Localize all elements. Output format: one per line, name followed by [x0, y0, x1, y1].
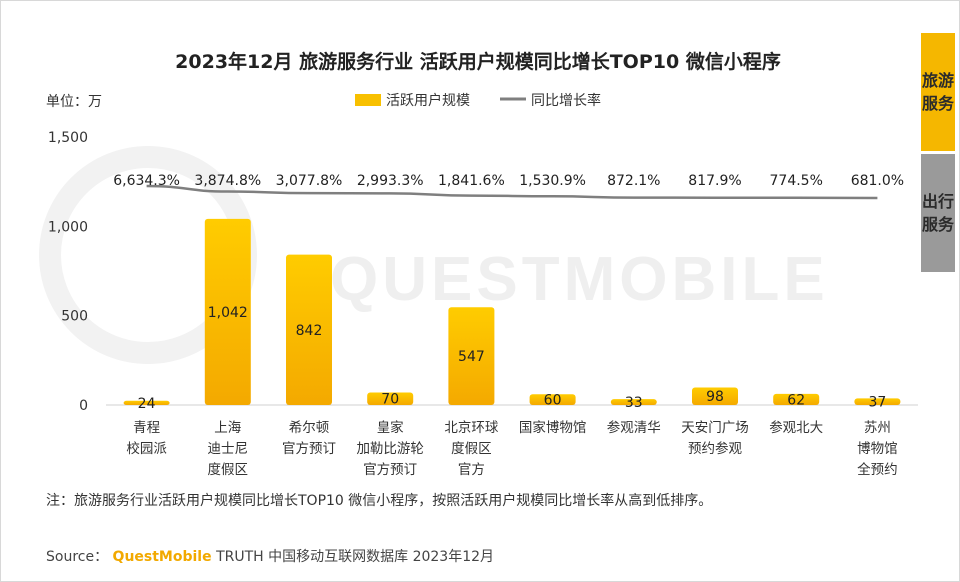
bar [692, 387, 738, 405]
bar-value-label: 37 [868, 395, 886, 411]
x-axis-labels: 青程校园派上海迪士尼度假区希尔顿官方预订皇家加勒比游轮官方预订北京环球度假区官方… [126, 419, 897, 478]
bar-value-label: 62 [787, 392, 805, 408]
y-tick-label: 1,500 [48, 130, 88, 146]
y-axis: 1,500 1,000 500 0 [48, 130, 88, 414]
bar [773, 393, 820, 405]
bar [529, 394, 576, 405]
bar [854, 398, 901, 405]
y-tick-label: 1,000 [48, 219, 88, 235]
x-tick-label: 天安门广场 [681, 420, 749, 436]
growth-value-label: 1,841.6% [438, 173, 505, 189]
legend: 活跃用户规模 同比增长率 [355, 92, 601, 109]
x-tick-label: 参观北大 [769, 419, 823, 436]
growth-value-label: 3,874.8% [194, 173, 261, 189]
growth-series: 6,634.3% 3,874.8% 3,077.8% 2,993.3% 1,841.6%… [113, 173, 904, 200]
x-tick-label: 度假区 [208, 462, 249, 478]
bars: 24 1,042 842 70 547 60 33 98 62 37 [123, 218, 901, 412]
bar-value-label: 842 [296, 323, 323, 339]
bar-value-label: 60 [544, 393, 562, 409]
y-tick-label: 0 [79, 398, 88, 414]
x-tick-label: 全预约 [857, 461, 898, 478]
tab-transport-services[interactable]: 出行服务 [921, 154, 955, 272]
legend-bar-label: 活跃用户规模 [386, 92, 470, 109]
source-prefix: Source： [46, 549, 109, 565]
growth-value-label: 774.5% [770, 173, 823, 189]
growth-value-label: 1,530.9% [519, 173, 586, 189]
x-tick-label: 苏州 [864, 420, 891, 436]
x-tick-label: 国家博物馆 [519, 419, 587, 436]
tab-travel-services[interactable]: 旅游服务 [921, 33, 955, 151]
bar [204, 218, 251, 405]
x-tick-label: 校园派 [126, 440, 167, 457]
bar-value-label: 98 [706, 389, 724, 405]
source-line: Source： QuestMobile TRUTH 中国移动互联网数据库 202… [46, 546, 494, 566]
watermark-text: QUESTMOBILE [330, 245, 829, 314]
footnote: 注：旅游服务行业活跃用户规模同比增长TOP10 微信小程序，按照活跃用户规模同比… [46, 493, 713, 509]
growth-value-label: 6,634.3% [113, 173, 180, 189]
unit-label: 单位：万 [46, 94, 102, 110]
x-tick-label: 上海 [214, 420, 241, 436]
x-tick-label: 参观清华 [607, 419, 661, 436]
growth-value-label: 2,993.3% [357, 173, 424, 189]
x-tick-label: 迪士尼 [208, 441, 249, 457]
chart-title: 2023年12月 旅游服务行业 活跃用户规模同比增长TOP10 微信小程序 [175, 50, 781, 73]
x-tick-label: 官方预订 [363, 462, 417, 478]
y-tick-label: 500 [61, 309, 88, 325]
source-brand: QuestMobile [112, 549, 212, 565]
x-tick-label: 希尔顿 [289, 420, 330, 436]
growth-value-label: 872.1% [607, 173, 660, 189]
x-tick-label: 度假区 [451, 441, 492, 457]
watermark: QUESTMOBILE [39, 146, 829, 364]
x-tick-label: 官方预订 [282, 441, 336, 457]
growth-value-label: 681.0% [851, 173, 904, 189]
legend-line-label: 同比增长率 [531, 92, 601, 109]
growth-value-label: 817.9% [688, 173, 741, 189]
x-tick-label: 加勒比游轮 [356, 441, 424, 457]
x-tick-label: 北京环球 [444, 420, 498, 436]
x-tick-label: 青程 [133, 420, 160, 436]
x-tick-label: 预约参观 [688, 440, 742, 457]
bar [610, 399, 657, 405]
bar-value-label: 70 [381, 392, 399, 408]
bar [123, 400, 170, 405]
growth-value-label: 3,077.8% [276, 173, 343, 189]
bar-value-label: 1,042 [208, 305, 248, 321]
source-rest: TRUTH 中国移动互联网数据库 2023年12月 [216, 549, 495, 565]
growth-line [146, 184, 878, 200]
bar [448, 307, 495, 405]
bar-value-label: 33 [625, 395, 643, 411]
x-tick-label: 官方 [458, 462, 485, 478]
bar [286, 254, 332, 405]
legend-bar-swatch [355, 94, 381, 106]
x-tick-label: 皇家 [377, 419, 404, 436]
bar-value-label: 24 [138, 396, 156, 412]
x-tick-label: 博物馆 [857, 440, 898, 457]
bar-value-label: 547 [458, 349, 485, 365]
bar [367, 392, 414, 405]
